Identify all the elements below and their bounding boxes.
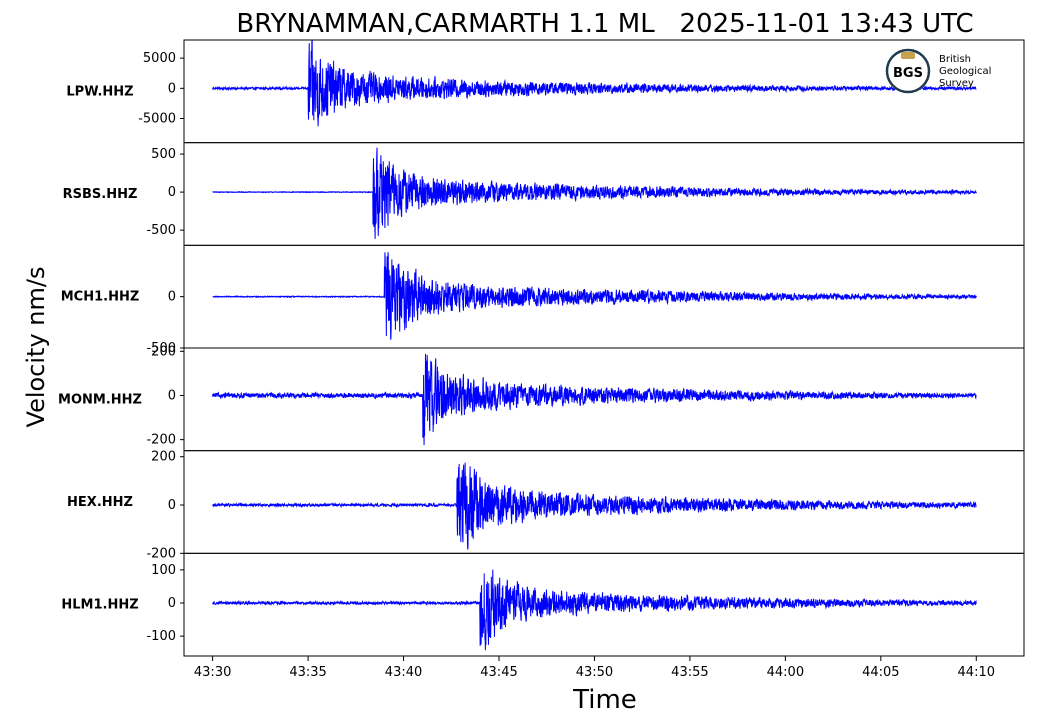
- station-label: HLM1.HHZ: [61, 598, 138, 613]
- logo-line-3: Survey: [939, 78, 974, 89]
- y-tick-label: 200: [151, 450, 176, 465]
- y-tick-label: 0: [168, 498, 176, 513]
- y-tick-label: -5000: [138, 112, 176, 127]
- waveform-line: [212, 462, 977, 550]
- y-tick-label: -100: [146, 629, 176, 644]
- waveform-line: [212, 40, 977, 127]
- y-tick-label: 0: [168, 290, 176, 305]
- y-tick-label: 500: [151, 147, 176, 162]
- y-tick-label: 0: [168, 81, 176, 96]
- trace-panel: 500 0 -500 RSBS.HHZ: [63, 142, 1025, 246]
- y-tick-label: 100: [151, 563, 176, 578]
- logo-line-1: British: [939, 54, 971, 65]
- waveform-line: [212, 252, 977, 340]
- y-tick-label: -500: [146, 341, 176, 356]
- chart-title: BRYNAMMAN,CARMARTH 1.1 ML 2025-11-01 13:…: [236, 9, 973, 39]
- logo-crown: [901, 52, 915, 59]
- x-tick-label: 43:55: [671, 665, 708, 680]
- x-tick-label: 44:05: [862, 665, 899, 680]
- trace-panel: 0 -500 MCH1.HHZ: [61, 244, 1025, 356]
- x-tick-label: 43:50: [576, 665, 613, 680]
- y-tick-label: -200: [146, 546, 176, 561]
- station-label: MONM.HHZ: [58, 392, 142, 407]
- waveform-line: [212, 353, 977, 446]
- waveform-line: [212, 569, 977, 651]
- x-tick-label: 44:10: [958, 665, 995, 680]
- bgs-logo: BGS British Geological Survey: [885, 48, 991, 94]
- x-axis-ticks: 43:30 43:35 43:40 43:45 43:50 43:55 44:00 44:05…: [194, 656, 995, 680]
- logo-abbrev: BGS: [893, 66, 923, 81]
- station-label: LPW.HHZ: [66, 84, 133, 99]
- station-label: MCH1.HHZ: [61, 290, 140, 305]
- y-tick-label: 0: [168, 388, 176, 403]
- y-tick-label: -500: [146, 223, 176, 238]
- logo-line-2: Geological: [939, 66, 991, 77]
- x-tick-label: 43:30: [194, 665, 231, 680]
- y-tick-label: 0: [168, 596, 176, 611]
- trace-panels: 50000-5000LPW.HHZ5000-500RSBS.HHZ0-500MC…: [58, 39, 1025, 657]
- x-tick-label: 43:40: [385, 665, 422, 680]
- trace-panel: 200 0 -200 MONM.HHZ: [58, 344, 1025, 452]
- x-tick-label: 43:45: [480, 665, 517, 680]
- station-label: RSBS.HHZ: [63, 187, 138, 202]
- x-tick-label: 43:35: [289, 665, 326, 680]
- x-axis-label: Time: [572, 685, 637, 715]
- y-tick-label: 5000: [143, 51, 176, 66]
- y-axis-label: Velocity nm/s: [22, 267, 50, 428]
- trace-panel: 100 0 -100 HLM1.HHZ: [61, 552, 1025, 657]
- y-tick-label: -200: [146, 433, 176, 448]
- waveform-line: [212, 147, 977, 239]
- y-tick-label: 200: [151, 344, 176, 359]
- y-tick-label: 0: [168, 185, 176, 200]
- panel-frame: [183, 552, 1025, 657]
- station-label: HEX.HHZ: [67, 495, 133, 510]
- trace-panel: 5000 0 -5000 LPW.HHZ: [66, 39, 1025, 144]
- trace-panel: 200 0 -200 HEX.HHZ: [67, 450, 1025, 561]
- logo-ring: [885, 48, 931, 94]
- x-tick-label: 44:00: [767, 665, 804, 680]
